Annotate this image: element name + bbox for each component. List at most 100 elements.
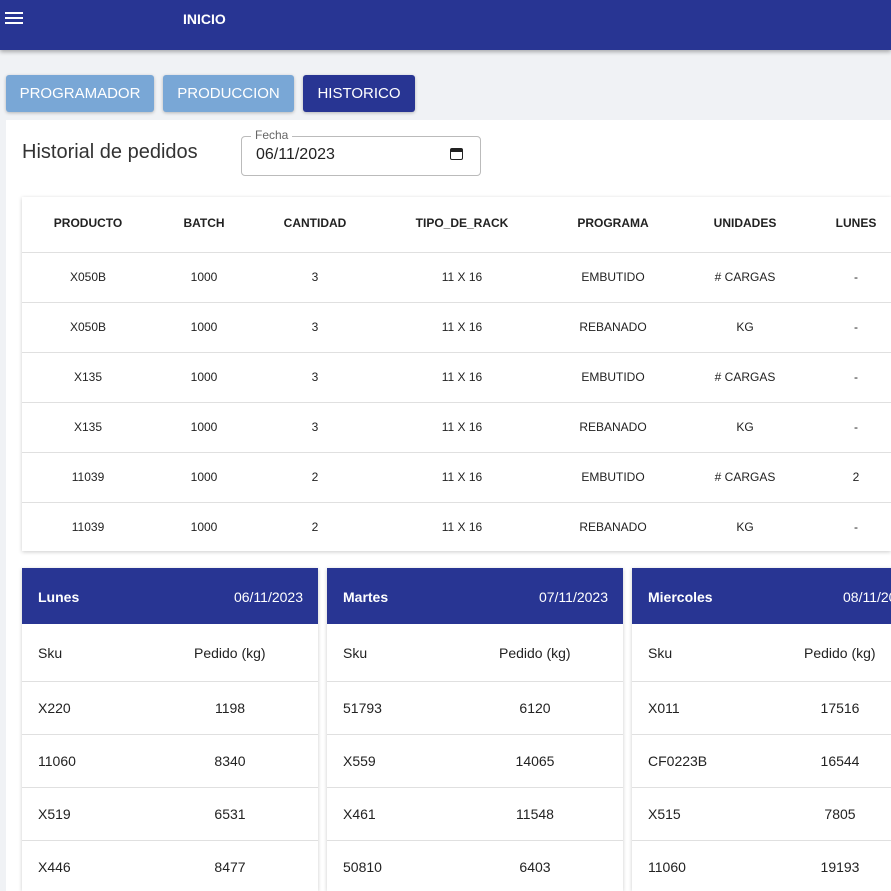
table-cell: EMBUTIDO: [581, 470, 645, 484]
table-cell: KG: [736, 320, 754, 334]
table-cell: 3: [311, 370, 319, 384]
sku: 11060: [38, 753, 76, 769]
column-header: LUNES: [835, 216, 877, 230]
day-card: Lunes 06/11/2023 Sku Pedido (kg) X220 1198 110…: [22, 568, 318, 891]
sku-header: Sku: [38, 645, 63, 661]
row-divider: [22, 840, 318, 841]
pedido: 19193: [820, 859, 860, 875]
table-cell: -: [854, 270, 858, 284]
row-divider: [327, 840, 623, 841]
app-title: INICIO: [183, 11, 226, 27]
table-cell: 11 X 16: [441, 470, 483, 484]
day-name: Miercoles: [648, 589, 713, 605]
pedido: 6531: [214, 806, 246, 822]
table-cell: REBANADO: [579, 420, 647, 434]
menu-button[interactable]: [5, 12, 23, 26]
pedido: 8340: [214, 753, 246, 769]
pedido: 8477: [214, 859, 246, 875]
pedido: 17516: [820, 700, 860, 716]
row-divider: [22, 787, 318, 788]
table-cell: 1000: [190, 520, 218, 534]
column-header: PROGRAMA: [577, 216, 649, 230]
sku: 11060: [648, 859, 686, 875]
table-cell: -: [854, 520, 858, 534]
column-header: CANTIDAD: [283, 216, 347, 230]
table-cell: 2: [311, 470, 319, 484]
pedido: 11548: [516, 806, 554, 822]
table-cell: 11039: [71, 470, 105, 484]
table-cell: KG: [736, 520, 754, 534]
sku-header: Sku: [648, 645, 673, 661]
pedido-header: Pedido (kg): [194, 645, 266, 661]
row-divider: [22, 302, 891, 303]
table-cell: REBANADO: [579, 520, 647, 534]
table-cell: 2: [852, 470, 860, 484]
sku: X519: [38, 806, 71, 822]
table-cell: -: [854, 370, 858, 384]
date-label: Fecha: [251, 128, 293, 142]
sku: X011: [648, 700, 680, 716]
column-header: UNIDADES: [713, 216, 777, 230]
pedido: 6120: [519, 700, 551, 716]
column-header: PRODUCTO: [53, 216, 123, 230]
table-cell: 11 X 16: [441, 270, 483, 284]
pedido: 16544: [820, 753, 860, 769]
sku: X446: [38, 859, 71, 875]
day-date: 07/11/2023: [538, 589, 608, 605]
table-cell: X050B: [69, 270, 107, 284]
row-divider: [22, 252, 891, 253]
sku: X220: [38, 700, 71, 716]
sku: X461: [343, 806, 376, 822]
table-cell: X135: [73, 370, 103, 384]
table-cell: # CARGAS: [714, 270, 776, 284]
table-cell: KG: [736, 420, 754, 434]
table-cell: 3: [311, 270, 319, 284]
column-header: TIPO_DE_RACK: [415, 216, 509, 230]
column-header: BATCH: [183, 216, 225, 230]
row-divider: [22, 452, 891, 453]
sku: 50810: [343, 859, 382, 875]
table-cell: 1000: [190, 420, 218, 434]
table-cell: 11 X 16: [441, 320, 483, 334]
row-divider: [632, 734, 891, 735]
row-divider: [632, 787, 891, 788]
table-cell: 11 X 16: [441, 370, 483, 384]
table-cell: 3: [311, 420, 319, 434]
day-name: Martes: [343, 589, 389, 605]
row-divider: [632, 840, 891, 841]
table-cell: 2: [311, 520, 319, 534]
day-card-header: Lunes 06/11/2023: [22, 568, 318, 624]
table-cell: 11039: [71, 520, 105, 534]
table-cell: 1000: [190, 270, 218, 284]
date-value: 06/11/2023: [256, 146, 335, 163]
day-name: Lunes: [38, 589, 80, 605]
date-input[interactable]: [241, 136, 481, 176]
sku: CF0223B: [648, 753, 708, 769]
table-cell: EMBUTIDO: [581, 270, 645, 284]
tab[interactable]: PROGRAMADOR: [6, 75, 154, 112]
table-cell: 11 X 16: [441, 520, 483, 534]
pedido: 14065: [515, 753, 555, 769]
tab[interactable]: HISTORICO: [303, 75, 415, 112]
calendar-icon[interactable]: [450, 148, 463, 160]
row-divider: [22, 734, 318, 735]
table-cell: 1000: [190, 470, 218, 484]
sku: X515: [648, 806, 681, 822]
pedido-header: Pedido (kg): [804, 645, 876, 661]
pedido-header: Pedido (kg): [499, 645, 571, 661]
sku: X559: [343, 753, 376, 769]
day-card-header: Martes 07/11/2023: [327, 568, 623, 624]
day-card: Miercoles 08/11/2023 Sku Pedido (kg) X011 175…: [632, 568, 891, 891]
pedido: 7805: [824, 806, 856, 822]
page-title: Historial de pedidos: [22, 141, 198, 163]
row-divider: [327, 787, 623, 788]
row-divider: [22, 502, 891, 503]
table-cell: -: [854, 320, 858, 334]
tab[interactable]: PRODUCCION: [163, 75, 294, 112]
pedido: 1198: [214, 700, 246, 716]
table-cell: 3: [311, 320, 319, 334]
table-cell: X050B: [69, 320, 107, 334]
sku: 51793: [343, 700, 382, 716]
orders-table: PRODUCTO BATCH CANTIDAD TIPO_DE_RACK PROGRAM…: [22, 197, 891, 551]
